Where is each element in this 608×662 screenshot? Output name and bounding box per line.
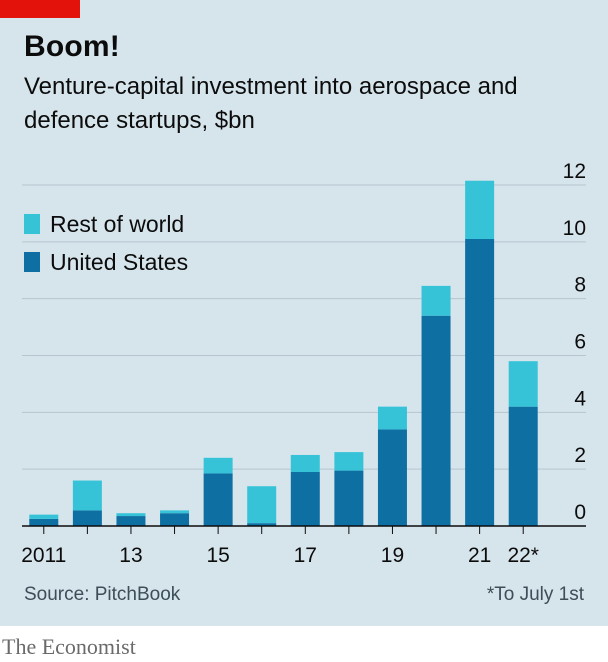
bar-segment xyxy=(116,513,146,517)
bar-segment xyxy=(377,406,407,430)
bar-segment xyxy=(508,406,538,526)
chart-subtitle: Venture-capital investment into aerospac… xyxy=(24,73,518,134)
y-tick-label: 8 xyxy=(574,274,586,297)
bars xyxy=(29,180,538,526)
bar-segment xyxy=(465,238,495,526)
y-tick-label: 2 xyxy=(574,444,586,467)
y-tick-label: 0 xyxy=(574,501,586,524)
legend-label: United States xyxy=(50,249,188,275)
bar-segment xyxy=(247,523,277,526)
bar-segment xyxy=(334,470,364,526)
legend-swatch xyxy=(24,214,40,234)
bar-segment xyxy=(334,452,364,471)
bar-segment xyxy=(290,454,320,473)
x-tick-label: 21 xyxy=(468,544,491,567)
source-note: Source: PitchBook xyxy=(24,584,181,605)
bar-segment xyxy=(421,315,451,526)
y-tick-label: 6 xyxy=(574,331,586,354)
bar-segment xyxy=(116,516,146,526)
bar-segment xyxy=(421,285,451,316)
bar-segment xyxy=(72,480,102,511)
x-tick-label: 19 xyxy=(381,544,404,567)
y-tick-label: 10 xyxy=(563,217,586,240)
bar-chart: 0 2 4 6 8 10 12 2011 13 15 17 19 21 22* Rest of world… xyxy=(21,160,586,567)
bar-segment xyxy=(290,472,320,526)
bar-segment xyxy=(29,518,59,526)
bar-segment xyxy=(160,513,190,526)
bar-segment xyxy=(160,510,190,514)
brand-red-tag xyxy=(0,0,80,18)
x-tick-label: 15 xyxy=(206,544,229,567)
bar-segment xyxy=(465,180,495,239)
axes: 0 2 4 6 8 10 12 2011 13 15 17 19 21 22* xyxy=(21,160,586,567)
legend-swatch xyxy=(24,252,40,272)
bar-segment xyxy=(72,510,102,526)
bar-segment xyxy=(508,361,538,407)
y-tick-label: 12 xyxy=(563,160,586,183)
x-tick-label: 13 xyxy=(119,544,142,567)
x-tick-label: 17 xyxy=(294,544,317,567)
bar-segment xyxy=(247,486,277,524)
bar-segment xyxy=(29,514,59,519)
bar-segment xyxy=(377,429,407,526)
x-tick-label: 22* xyxy=(507,544,539,567)
bar-segment xyxy=(203,457,233,474)
chart-title: Boom! xyxy=(24,30,120,63)
y-tick-label: 4 xyxy=(574,387,586,410)
footnote: *To July 1st xyxy=(486,584,584,605)
legend: Rest of world United States xyxy=(24,211,188,275)
legend-label: Rest of world xyxy=(50,211,184,237)
bar-segment xyxy=(203,473,233,526)
x-tick-label: 2011 xyxy=(21,544,66,567)
publication-logo: The Economist xyxy=(2,634,136,659)
